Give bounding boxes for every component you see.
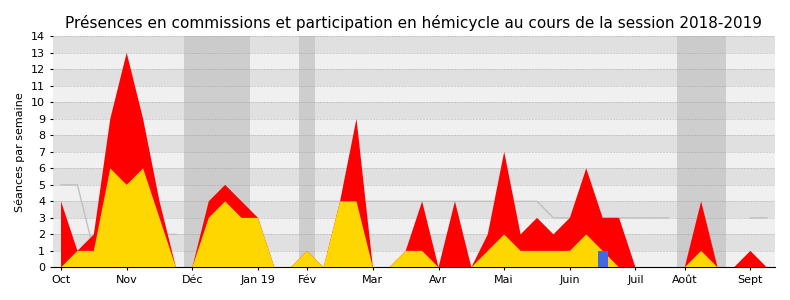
Bar: [53, 251, 775, 267]
Bar: [598, 251, 608, 267]
Bar: [53, 152, 775, 168]
Bar: [53, 36, 775, 53]
Bar: [53, 86, 775, 102]
Bar: [299, 36, 315, 267]
Bar: [53, 218, 775, 234]
Bar: [53, 185, 775, 201]
Title: Présences en commissions et participation en hémicycle au cours de la session 20: Présences en commissions et participatio…: [66, 15, 762, 31]
Bar: [53, 135, 775, 152]
Bar: [676, 36, 726, 267]
Bar: [184, 36, 250, 267]
Y-axis label: Séances par semaine: Séances par semaine: [15, 92, 25, 212]
Bar: [53, 234, 775, 251]
Bar: [53, 69, 775, 86]
Bar: [53, 53, 775, 69]
Bar: [53, 102, 775, 119]
Bar: [53, 168, 775, 185]
Bar: [53, 201, 775, 218]
Bar: [53, 119, 775, 135]
